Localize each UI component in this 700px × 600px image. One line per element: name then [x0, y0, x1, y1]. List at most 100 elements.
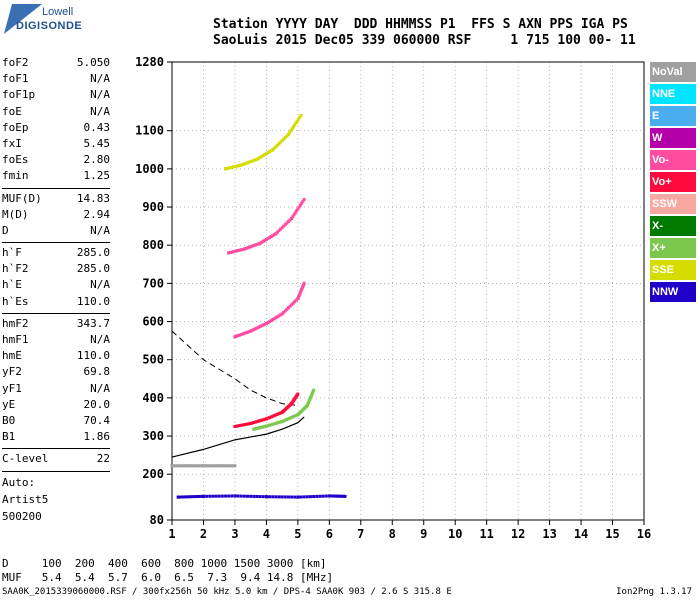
- echo-point: [285, 417, 289, 421]
- param-key: foE: [2, 104, 22, 118]
- param-key: h`E: [2, 278, 22, 292]
- echo-point: [219, 464, 223, 468]
- echo-point: [299, 113, 303, 117]
- footer-distance-row: D 100 200 400 600 800 1000 1500 3000 [km…: [2, 557, 327, 570]
- echo-point: [264, 495, 268, 499]
- header-line2: SaoLuis 2015 Dec05 339 060000 RSF 1 715 …: [213, 33, 636, 48]
- echo-point: [205, 464, 209, 468]
- param-value: 14.83: [76, 191, 110, 205]
- echo-point: [266, 320, 270, 324]
- echo-point: [233, 424, 237, 428]
- echo-point: [283, 418, 287, 422]
- x-tick-label: 2: [200, 527, 207, 541]
- y-tick-label: 500: [142, 353, 164, 367]
- echo-point: [277, 229, 281, 233]
- echo-point: [214, 494, 218, 498]
- header-line1: Station YYYY DAY DDD HHMMSS P1 FFS S AXN…: [213, 17, 628, 32]
- echo-point: [288, 304, 292, 308]
- echo-point: [186, 464, 190, 468]
- echo-point: [300, 286, 304, 290]
- echo-point: [246, 422, 250, 426]
- param-divider: [2, 242, 110, 244]
- echo-point: [244, 331, 248, 335]
- echo-point: [299, 495, 303, 499]
- echo-point: [242, 494, 246, 498]
- echo-point: [268, 150, 272, 154]
- echo-point: [291, 215, 295, 219]
- echo-point: [235, 249, 239, 253]
- station-header: Station YYYY DAY DDD HHMMSS P1 FFS S AXN…: [213, 17, 636, 49]
- echo-point: [195, 464, 199, 468]
- echo-point: [266, 424, 270, 428]
- echo-point: [288, 416, 292, 420]
- echo-point: [277, 412, 281, 416]
- echo-point: [257, 242, 261, 246]
- param-key: MUF(D): [2, 191, 42, 205]
- param-value: N/A: [90, 278, 110, 292]
- param-value: 5.050: [76, 56, 110, 69]
- echo-point: [268, 416, 272, 420]
- echo-point: [252, 494, 256, 498]
- echo-point: [208, 494, 212, 498]
- echo-point: [271, 414, 275, 418]
- x-tick-label: 3: [231, 527, 238, 541]
- echo-point: [294, 298, 298, 302]
- echo-point: [269, 423, 273, 427]
- logo-text-line1: Lowell: [42, 6, 74, 18]
- echo-point: [280, 420, 284, 424]
- echo-point: [238, 163, 242, 167]
- echo-point: [194, 464, 198, 468]
- echo-point: [296, 413, 300, 417]
- echo-point: [275, 412, 279, 416]
- echo-point: [192, 464, 196, 468]
- echo-point: [286, 133, 290, 137]
- legend-item-sse: SSE: [650, 260, 696, 280]
- param-row: yE 20.0: [2, 397, 110, 413]
- echo-point: [238, 424, 242, 428]
- echo-point: [286, 220, 290, 224]
- echo-point: [253, 158, 257, 162]
- echo-point: [272, 414, 276, 418]
- echo-point: [249, 160, 253, 164]
- echo-point: [239, 333, 243, 337]
- echo-point: [290, 303, 294, 307]
- echo-point: [293, 495, 297, 499]
- echo-point: [231, 464, 235, 468]
- echo-point: [225, 464, 229, 468]
- echo-point: [296, 207, 300, 211]
- param-key: h`F2: [2, 262, 29, 276]
- echo-point: [181, 495, 185, 499]
- echo-point: [249, 421, 253, 425]
- echo-point: [312, 388, 316, 392]
- echo-point: [261, 418, 265, 422]
- echo-point: [223, 494, 227, 498]
- param-row: foEs 2.80: [2, 152, 110, 168]
- echo-point: [261, 323, 265, 327]
- echo-point: [280, 495, 284, 499]
- echo-point: [306, 402, 310, 406]
- echo-point: [293, 300, 297, 304]
- echo-point: [277, 142, 281, 146]
- echo-point: [271, 234, 275, 238]
- echo-point: [257, 156, 261, 160]
- echo-point: [233, 249, 237, 253]
- echo-point: [285, 221, 289, 225]
- echo-point: [257, 419, 261, 423]
- echo-point: [334, 494, 338, 498]
- echo-point: [252, 158, 256, 162]
- echo-point: [290, 495, 294, 499]
- echo-point: [271, 148, 275, 152]
- echo-point: [244, 161, 248, 165]
- param-value: 1.86: [83, 430, 111, 444]
- param-key: foF1: [2, 72, 29, 86]
- param-row: yF2 69.8: [2, 364, 110, 380]
- x-tick-label: 11: [479, 527, 493, 541]
- legend-item-ssw: SSW: [650, 194, 696, 214]
- echo-point: [309, 394, 313, 398]
- param-key: B0: [2, 413, 16, 427]
- echo-point: [341, 494, 345, 498]
- param-row: yF1 N/A: [2, 381, 110, 397]
- echo-point: [209, 464, 213, 468]
- echo-point: [235, 164, 239, 168]
- echo-point: [238, 333, 242, 337]
